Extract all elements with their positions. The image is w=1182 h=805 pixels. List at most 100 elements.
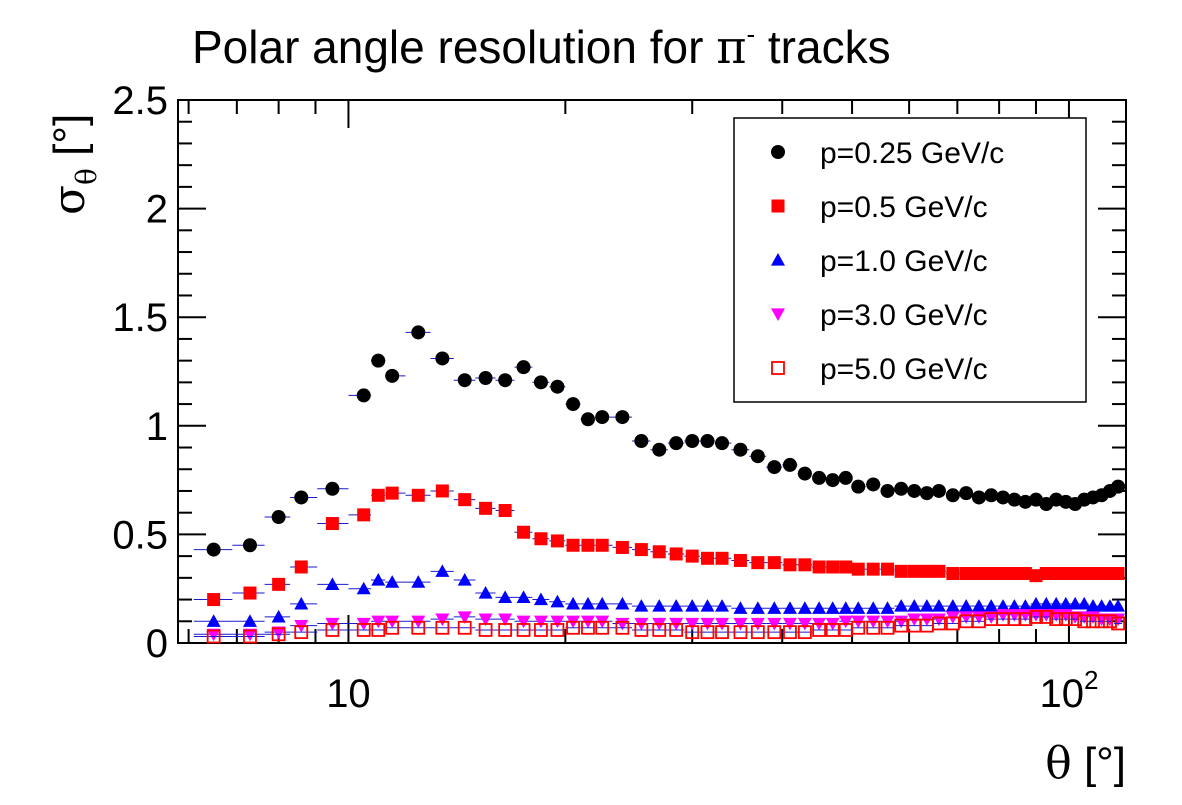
title-superscript: -: [746, 19, 755, 49]
y-axis-symbol: σ: [44, 185, 95, 215]
data-point: [825, 473, 840, 488]
data-point: [783, 625, 797, 640]
data-point: [812, 560, 826, 574]
x-tick-label: 102: [1039, 665, 1098, 716]
data-point: [533, 615, 548, 629]
y-tick-label: 1: [146, 405, 168, 449]
series-2: [193, 484, 1125, 607]
data-point: [652, 442, 667, 457]
data-point: [715, 617, 730, 631]
data-point: [615, 410, 630, 425]
data-point: [652, 599, 667, 612]
y-tick-label: 2.5: [112, 79, 168, 123]
data-point: [595, 538, 609, 552]
data-point: [733, 617, 748, 631]
data-point: [411, 575, 426, 588]
data-point: [595, 596, 610, 610]
data-point: [566, 538, 580, 552]
data-point: [783, 558, 797, 572]
data-point: [516, 360, 531, 375]
data-point: [825, 623, 840, 637]
x-tick-label: 10: [326, 672, 371, 716]
data-point: [457, 611, 472, 624]
data-point: [1018, 599, 1033, 612]
data-point: [733, 601, 748, 614]
data-point: [457, 620, 472, 635]
data-point: [206, 614, 221, 627]
data-point: [550, 623, 565, 637]
data-point: [478, 371, 493, 386]
title-suffix: tracks: [755, 21, 890, 73]
legend-marker: [771, 145, 785, 159]
data-point: [435, 351, 450, 366]
data-point: [1028, 596, 1043, 610]
data-point: [206, 629, 221, 644]
data-point: [685, 617, 700, 631]
legend-marker: [771, 253, 785, 266]
data-point: [880, 483, 895, 498]
y-tick-label: 1.5: [112, 296, 168, 340]
data-point: [797, 466, 812, 481]
data-point: [371, 623, 386, 637]
data-point: [1111, 479, 1126, 494]
data-point: [243, 629, 257, 644]
data-point: [782, 601, 797, 614]
data-point: [767, 601, 782, 614]
data-point: [866, 477, 881, 492]
data-point: [385, 368, 400, 383]
data-point: [750, 449, 765, 464]
series-1: [193, 325, 1126, 557]
data-point: [580, 412, 595, 427]
data-point: [478, 623, 493, 637]
data-point: [797, 625, 812, 640]
data-point: [866, 601, 881, 614]
data-point: [356, 623, 371, 637]
data-point: [1018, 566, 1032, 580]
data-point: [894, 564, 908, 578]
data-point: [715, 551, 729, 565]
y-axis-title: σθ [°]: [44, 114, 103, 215]
data-point: [931, 483, 946, 498]
y-tick-label: 2: [146, 188, 168, 232]
data-point: [700, 551, 714, 565]
data-point: [894, 481, 909, 496]
data-point: [894, 615, 909, 629]
data-point: [1039, 566, 1053, 580]
data-point: [750, 601, 765, 614]
data-point: [782, 617, 797, 631]
data-point: [294, 625, 309, 640]
data-point: [581, 620, 595, 635]
data-point: [839, 560, 853, 574]
data-point: [945, 599, 960, 612]
data-point: [457, 373, 472, 388]
data-point: [945, 616, 960, 631]
data-point: [595, 620, 610, 635]
data-point: [243, 586, 257, 600]
y-tick-label: 0: [146, 622, 168, 666]
data-point: [435, 613, 450, 627]
data-point: [566, 596, 581, 610]
data-point: [812, 601, 827, 614]
data-point: [733, 442, 748, 457]
data-point: [294, 596, 309, 610]
data-point: [1007, 566, 1021, 580]
data-point: [931, 613, 946, 627]
data-point: [996, 599, 1011, 612]
data-point: [478, 586, 493, 599]
data-point: [516, 590, 531, 603]
data-point: [595, 410, 610, 425]
data-point: [715, 599, 730, 612]
data-point: [580, 596, 595, 610]
data-point: [534, 532, 548, 546]
data-point: [385, 620, 400, 635]
legend-marker: [771, 199, 785, 213]
data-point: [1039, 596, 1054, 610]
series-3: [193, 564, 1126, 627]
data-point: [516, 623, 531, 637]
data-point: [615, 620, 630, 635]
y-axis-subscript: θ: [70, 168, 103, 185]
data-point: [385, 486, 399, 500]
data-point: [838, 615, 853, 629]
data-point: [371, 488, 385, 502]
